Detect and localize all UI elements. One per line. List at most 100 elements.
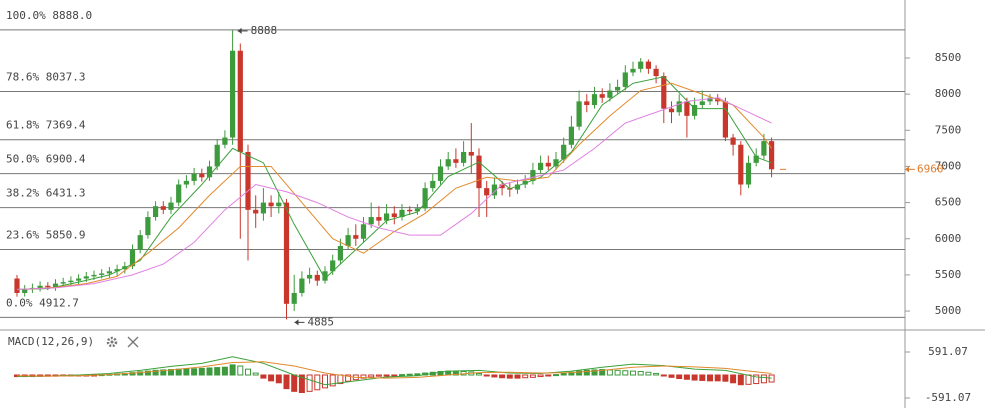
candle-body <box>730 137 736 145</box>
candle-body <box>206 166 213 178</box>
y2-tick-label: -591.07 <box>925 391 971 404</box>
moving-average <box>24 82 773 290</box>
candle-body <box>106 271 112 274</box>
fib-label: 23.6% 5850.9 <box>6 229 85 242</box>
candle-body <box>176 184 182 203</box>
candle-body <box>414 208 420 212</box>
candle-body <box>276 202 282 207</box>
y2-tick-label: 591.07 <box>928 345 968 358</box>
macd-bar <box>699 374 706 381</box>
macd-line <box>16 361 772 379</box>
macd-bar <box>576 370 583 376</box>
y-tick-label: 6500 <box>935 196 962 209</box>
macd-bar <box>606 369 613 376</box>
candle-body <box>291 292 297 304</box>
gear-center[interactable] <box>110 340 114 344</box>
macd-bar <box>599 369 606 376</box>
macd-bar <box>499 374 506 379</box>
high-label: 8888 <box>251 24 278 37</box>
y-tick-label: 8000 <box>935 87 962 100</box>
candle-body <box>360 224 367 239</box>
macd-bar <box>160 369 167 376</box>
candle-body <box>237 50 243 152</box>
candle-body <box>453 159 459 163</box>
macd-bar <box>275 374 282 384</box>
candle-body <box>384 213 390 221</box>
macd-bar <box>214 367 221 376</box>
low-label: 4885 <box>308 315 335 328</box>
candle-body <box>91 274 97 277</box>
settings-icon[interactable] <box>106 336 118 348</box>
candle-body <box>422 188 428 209</box>
candle-body <box>137 235 143 250</box>
macd-bar <box>645 371 652 376</box>
candle-body <box>52 283 59 288</box>
macd-bar <box>221 366 228 376</box>
macd-bar <box>322 374 328 389</box>
close-icon[interactable] <box>127 336 139 348</box>
y-tick-label: 5000 <box>935 304 962 317</box>
fib-label: 100.0% 8888.0 <box>6 9 92 22</box>
candle-body <box>538 162 544 171</box>
candle-body <box>461 151 467 163</box>
macd-bar <box>329 374 336 387</box>
macd-bar <box>591 369 598 376</box>
candle-body <box>645 61 651 69</box>
candle-body <box>599 94 605 98</box>
macd-bar <box>737 374 744 386</box>
macd-bar <box>506 374 513 379</box>
macd-bar <box>291 374 298 392</box>
candle-body <box>484 188 490 196</box>
macd-bar <box>260 374 267 379</box>
candle-body <box>160 206 166 210</box>
macd-bar <box>491 374 498 378</box>
macd-bar <box>730 374 737 384</box>
candle-body <box>68 280 74 283</box>
macd-bar <box>522 374 529 379</box>
candle-body <box>707 97 713 102</box>
moving-average <box>16 76 772 290</box>
candle-body <box>283 202 290 304</box>
macd-bar <box>206 367 213 376</box>
candle-body <box>145 217 151 236</box>
macd-bar <box>560 372 567 376</box>
macd-bar <box>529 374 536 378</box>
candle-body <box>129 249 136 267</box>
macd-bar <box>245 368 251 376</box>
candle-body <box>514 184 521 190</box>
candle-body <box>692 104 698 116</box>
candle-body <box>114 269 120 272</box>
candle-body <box>99 273 105 275</box>
macd-bar <box>691 374 698 381</box>
macd-bar <box>298 374 305 394</box>
macd-bar <box>676 374 683 379</box>
candle-body <box>699 101 705 105</box>
macd-bar <box>622 370 629 376</box>
macd-bar <box>175 368 182 376</box>
macd-bar <box>476 372 482 376</box>
candle-body <box>476 155 482 189</box>
candle-body <box>83 276 89 279</box>
macd-bar <box>630 370 636 376</box>
gear[interactable] <box>106 336 118 348</box>
macd-bar <box>137 371 144 376</box>
close-stroke[interactable] <box>127 336 139 348</box>
candle-body <box>530 170 536 181</box>
candle-body <box>153 206 159 218</box>
last-price-label: 6960 <box>917 162 944 175</box>
macd-bar <box>391 374 398 377</box>
candle-body <box>722 101 728 138</box>
macd-bar <box>414 373 421 376</box>
macd-bar <box>553 374 559 377</box>
fib-label: 61.8% 7369.4 <box>6 119 86 132</box>
candle-body <box>314 274 320 281</box>
candle-body <box>230 50 236 138</box>
candle-body <box>253 209 259 214</box>
candle-body <box>368 217 374 225</box>
candle-body <box>576 101 582 127</box>
candle-body <box>307 274 313 279</box>
candle-body <box>76 278 82 281</box>
